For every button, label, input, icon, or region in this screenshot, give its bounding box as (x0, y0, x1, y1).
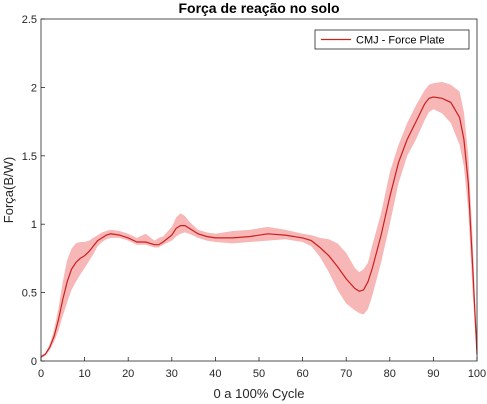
y-tick-label: 0 (31, 356, 37, 368)
legend: CMJ - Force Plate (314, 29, 470, 50)
std-band (41, 81, 477, 359)
legend-box (314, 29, 470, 50)
x-tick-label: 10 (78, 368, 90, 380)
y-axis-ticks: 0 0.5 1 1.5 2 2.5 (22, 14, 45, 368)
x-tick-label: 90 (427, 368, 439, 380)
y-tick-label: 1 (31, 219, 37, 231)
x-tick-label: 80 (384, 368, 396, 380)
x-tick-label: 60 (296, 368, 308, 380)
chart-title: Força de reação no solo (178, 0, 339, 16)
y-tick-label: 2.5 (22, 14, 37, 26)
legend-entry-label: CMJ - Force Plate (356, 35, 445, 47)
y-tick-label: 0.5 (22, 288, 37, 300)
y-axis-label: Força(B/W) (1, 157, 16, 223)
x-tick-label: 0 (38, 368, 44, 380)
axes: 0 10 20 30 40 50 60 70 80 90 100 0 0.5 1 1.5 2 2.5 (22, 14, 486, 380)
x-tick-label: 40 (209, 368, 221, 380)
x-tick-label: 20 (122, 368, 134, 380)
plot-background (41, 19, 477, 361)
x-tick-label: 70 (340, 368, 352, 380)
mean-line (40, 96, 478, 358)
x-tick-label: 100 (468, 368, 486, 380)
x-tick-label: 30 (166, 368, 178, 380)
y-tick-label: 2 (31, 82, 37, 94)
x-axis-ticks: 0 10 20 30 40 50 60 70 80 90 100 (38, 357, 486, 380)
x-tick-label: 50 (253, 368, 265, 380)
plot-area (40, 19, 478, 361)
x-axis-label: 0 a 100% Cycle (213, 386, 304, 401)
y-tick-label: 1.5 (22, 151, 37, 163)
